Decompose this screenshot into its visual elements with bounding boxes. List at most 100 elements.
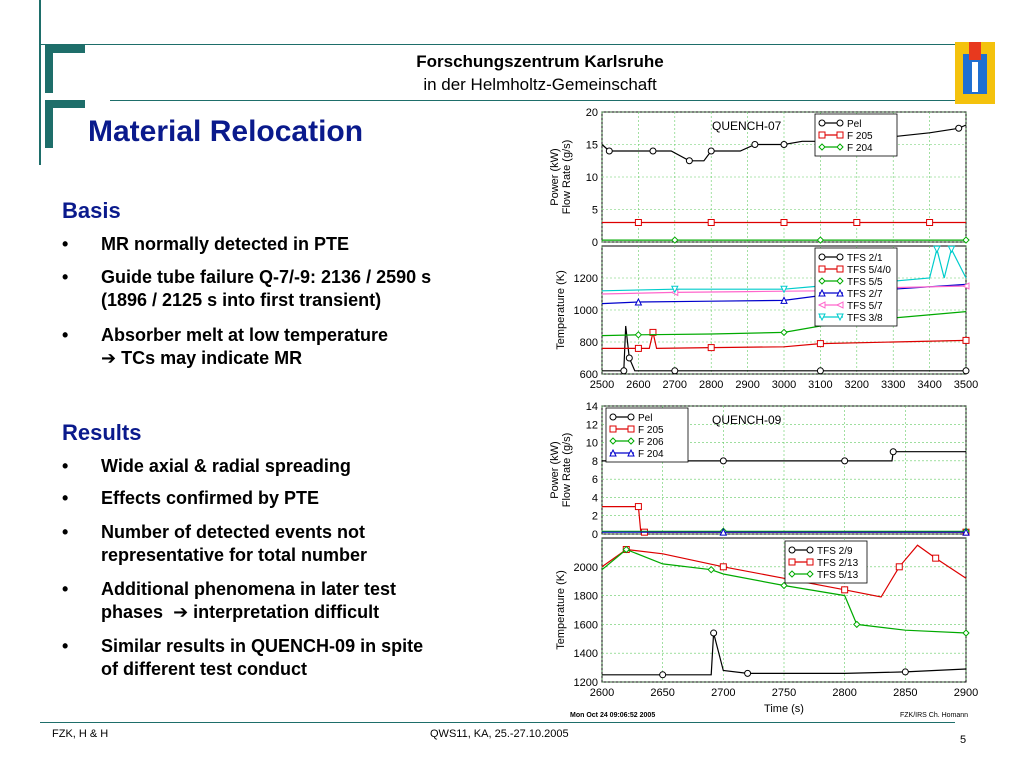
x-tick-label: 3300 xyxy=(881,379,905,391)
chart-marker xyxy=(836,288,844,297)
y-tick-label: 12 xyxy=(586,419,598,431)
chart-marker xyxy=(836,253,844,261)
chart-marker xyxy=(836,265,844,273)
legend-entry: TFS 2/9 xyxy=(817,546,853,557)
chart-marker xyxy=(719,563,727,571)
chart-marker xyxy=(671,236,679,244)
chart-marker xyxy=(634,297,643,306)
x-axis-label: Time (s) xyxy=(764,703,804,715)
y-tick-label: 6 xyxy=(592,474,598,486)
header-line xyxy=(40,44,955,45)
legend-entry: F 205 xyxy=(638,425,664,436)
y-axis-label: Power (kW) xyxy=(549,148,561,205)
chart-marker xyxy=(707,565,715,574)
y-tick-label: 14 xyxy=(586,401,598,413)
y-tick-label: 0 xyxy=(592,237,598,249)
chart-marker xyxy=(836,131,844,139)
series-line xyxy=(602,332,967,350)
chart-marker xyxy=(649,328,657,336)
x-tick-label: 2700 xyxy=(663,379,687,391)
x-tick-label: 3500 xyxy=(954,379,978,391)
y-tick-label: 5 xyxy=(592,205,598,217)
bullet-dot: • xyxy=(62,234,69,254)
chart-marker xyxy=(962,629,970,637)
chart-marker xyxy=(685,157,693,165)
chart-marker xyxy=(806,570,814,578)
legend-box xyxy=(814,247,898,327)
chart-marker xyxy=(780,328,788,337)
y-tick-label: 8 xyxy=(592,456,598,468)
chart-marker xyxy=(806,546,814,554)
x-tick-label: 2850 xyxy=(893,687,917,699)
chart-marker xyxy=(707,147,715,155)
series-line xyxy=(601,548,967,634)
y-tick-label: 1000 xyxy=(574,305,598,317)
chart-marker xyxy=(835,301,844,309)
page-number: 5 xyxy=(960,734,967,746)
chart-marker xyxy=(634,219,642,226)
y-tick-label: 4 xyxy=(592,492,598,504)
chart-marker xyxy=(780,296,788,304)
y-tick-label: 1200 xyxy=(574,273,598,285)
results-bullet-2: • Effects confirmed by PTE xyxy=(62,488,320,508)
chart-marker xyxy=(926,219,934,226)
chart-marker xyxy=(962,236,970,244)
y-tick-label: 0 xyxy=(592,529,598,541)
chart-marker xyxy=(818,277,826,285)
chart-marker xyxy=(818,143,826,151)
basis-heading: Basis xyxy=(62,198,121,223)
chart-marker xyxy=(836,143,844,151)
chart-credit: FZK/IRS Ch. Homann xyxy=(900,712,968,719)
chart-marker xyxy=(933,245,941,254)
footer-line xyxy=(40,722,955,723)
chart-marker xyxy=(627,448,635,457)
x-tick-label: 2800 xyxy=(699,379,723,391)
bullet-dot: • xyxy=(62,488,69,508)
y-tick-label: 15 xyxy=(586,140,598,152)
chart-marker xyxy=(955,124,963,132)
chart-timestamp: Mon Oct 24 09:06:52 2005 xyxy=(570,712,655,719)
bullet-dot: • xyxy=(62,636,69,656)
chart-marker xyxy=(719,457,727,465)
legend-entry: F 206 xyxy=(638,437,664,448)
chart-marker xyxy=(780,141,788,148)
chart-marker xyxy=(707,344,715,352)
chart-marker xyxy=(818,253,826,261)
chart-marker xyxy=(609,413,617,421)
chart-marker xyxy=(609,448,617,457)
y-axis-label: Flow Rate (g/s) xyxy=(561,433,573,508)
basis-bullet-3: • Absorber melt at low temperature ➔ TCs… xyxy=(62,325,389,368)
chart-marker xyxy=(841,457,849,465)
bullet-dot: • xyxy=(62,267,69,287)
bullet-dot: • xyxy=(62,579,69,599)
series-line xyxy=(602,632,967,676)
legend-entry: TFS 2/13 xyxy=(817,558,859,569)
y-tick-label: 10 xyxy=(586,438,598,450)
chart-marker xyxy=(818,119,826,127)
legend-entry: TFS 3/8 xyxy=(847,313,883,324)
chart-marker xyxy=(609,437,617,445)
chart-marker xyxy=(836,313,844,322)
results-bullet-1: • Wide axial & radial spreading xyxy=(62,456,351,476)
x-tick-label: 3100 xyxy=(808,379,832,391)
x-tick-label: 2650 xyxy=(650,687,674,699)
chart-panel-3: 0 2 4 6 8 10 12 14 Power (kW) Flow Rate (g/s) QUEN… xyxy=(549,401,970,541)
legend-entry: Pel xyxy=(638,413,652,424)
org-name: Forschungszentrum Karlsruhe xyxy=(416,52,664,71)
chart-marker xyxy=(853,219,861,226)
slide-title: Material Relocation xyxy=(88,115,364,148)
results-bullet-5: • Similar results in QUENCH-09 in spite … xyxy=(62,636,424,679)
y-tick-label: 2 xyxy=(592,511,598,523)
y-axis-label: Temperature (K) xyxy=(555,570,567,649)
y-tick-label: 800 xyxy=(580,337,598,349)
bullet-dot: • xyxy=(62,522,69,542)
results-heading: Results xyxy=(62,420,142,445)
x-tick-label: 3000 xyxy=(772,379,796,391)
chart-marker xyxy=(947,245,956,254)
chart-marker xyxy=(605,147,613,155)
chart-marker xyxy=(901,668,909,676)
chart-marker xyxy=(788,558,796,566)
x-tick-label: 3400 xyxy=(917,379,941,391)
chart-marker xyxy=(962,528,970,536)
